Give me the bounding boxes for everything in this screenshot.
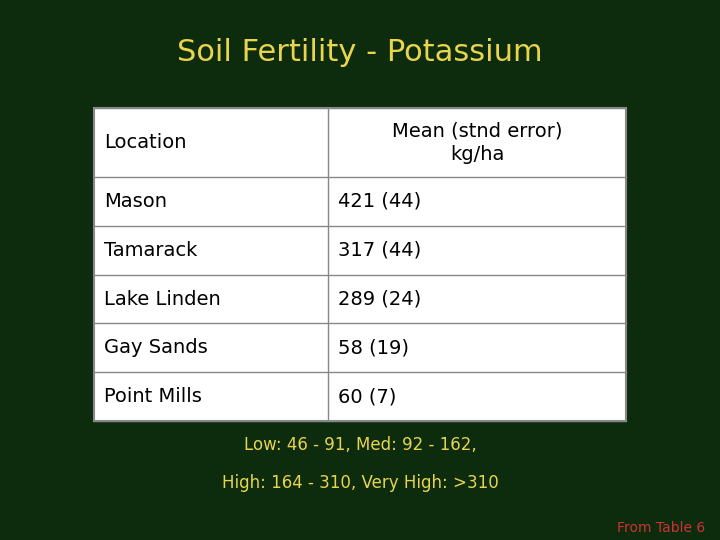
Text: Mason: Mason (104, 192, 167, 211)
Text: Location: Location (104, 133, 187, 152)
Text: 58 (19): 58 (19) (338, 339, 410, 357)
Text: Lake Linden: Lake Linden (104, 289, 221, 308)
Text: 289 (24): 289 (24) (338, 289, 422, 308)
Text: Point Mills: Point Mills (104, 387, 202, 406)
Text: Mean (stnd error)
kg/ha: Mean (stnd error) kg/ha (392, 121, 562, 164)
Text: Gay Sands: Gay Sands (104, 339, 208, 357)
Text: Tamarack: Tamarack (104, 241, 198, 260)
Text: 317 (44): 317 (44) (338, 241, 422, 260)
Text: High: 164 - 310, Very High: >310: High: 164 - 310, Very High: >310 (222, 474, 498, 492)
Text: 421 (44): 421 (44) (338, 192, 422, 211)
Text: From Table 6: From Table 6 (617, 521, 706, 535)
Text: Soil Fertility - Potassium: Soil Fertility - Potassium (177, 38, 543, 67)
Text: 60 (7): 60 (7) (338, 387, 397, 406)
Text: Low: 46 - 91, Med: 92 - 162,: Low: 46 - 91, Med: 92 - 162, (243, 436, 477, 455)
